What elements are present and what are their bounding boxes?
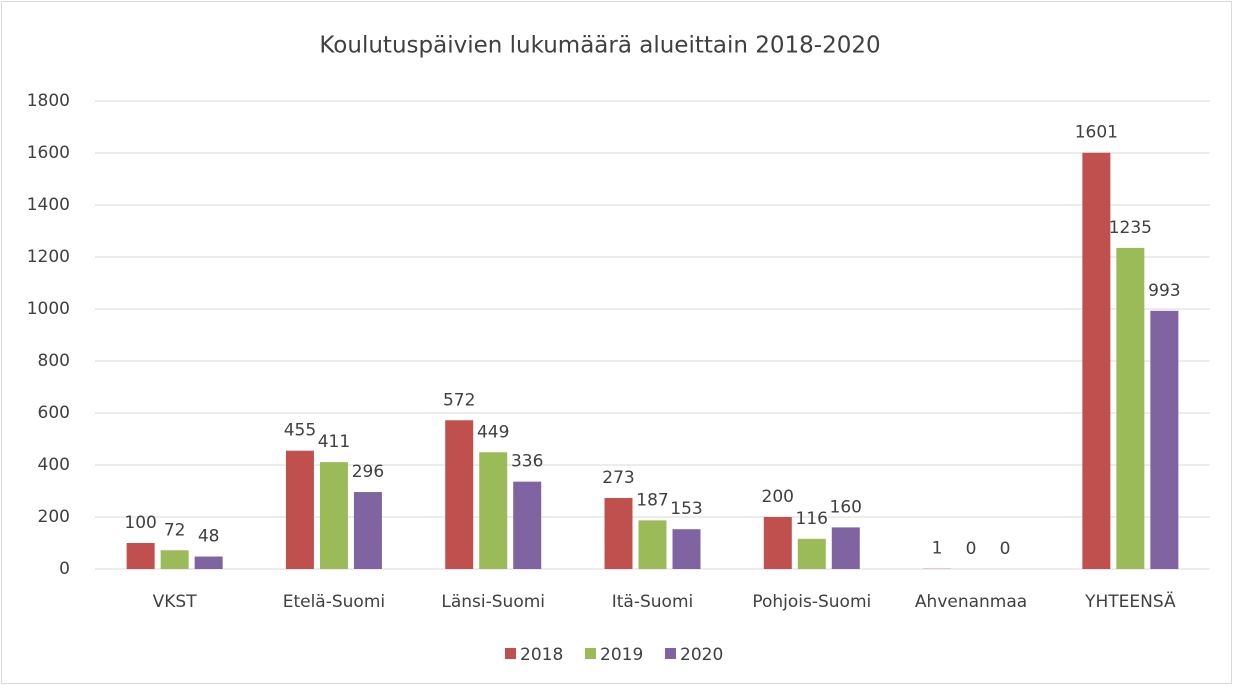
data-label: 449 [477,422,509,442]
x-tick-label: YHTEENSÄ [1084,591,1176,612]
data-label: 72 [164,520,186,540]
x-tick-label: VKST [153,592,198,612]
data-label: 993 [1148,281,1180,301]
y-tick-label: 1800 [27,91,70,111]
bar [194,556,223,569]
y-tick-label: 1600 [27,143,70,163]
bar [604,498,633,569]
bar [126,543,155,569]
data-label: 296 [352,462,384,482]
bar [353,492,382,569]
legend-swatch [665,648,676,659]
bar [513,481,542,569]
bar [638,520,667,569]
data-label: 153 [670,499,702,519]
y-tick-label: 200 [38,507,70,527]
y-tick-label: 800 [38,351,70,371]
x-tick-label: Ahvenanmaa [915,592,1027,612]
data-label: 0 [966,539,977,559]
data-label: 48 [198,527,220,547]
data-label: 455 [284,421,316,441]
legend-label: 2020 [680,645,723,665]
data-label: 336 [511,452,543,472]
chart-title: Koulutuspäivien lukumäärä alueittain 201… [319,33,880,59]
bar [479,452,508,569]
bar [797,538,826,569]
data-label: 273 [602,468,634,488]
legend-swatch [505,648,516,659]
legend-label: 2018 [520,645,563,665]
data-label: 572 [443,390,475,410]
bar [160,550,189,569]
data-label: 411 [318,432,350,452]
data-label: 100 [124,513,156,533]
data-label: 1601 [1075,123,1118,143]
y-tick-label: 1000 [27,299,70,319]
bar [763,517,792,569]
x-tick-label: Etelä-Suomi [283,592,385,612]
x-tick-label: Pohjois-Suomi [752,592,871,612]
bar [1082,152,1111,570]
data-label: 1 [932,539,943,559]
y-tick-label: 1200 [27,247,70,267]
bar [672,529,701,569]
y-tick-label: 1400 [27,195,70,215]
bar [1116,247,1145,569]
bar [445,420,474,569]
data-label: 200 [762,487,794,507]
data-label: 1235 [1109,218,1152,238]
x-tick-label: Itä-Suomi [612,592,693,612]
bar [285,450,314,569]
x-tick-label: Länsi-Suomi [441,592,545,612]
bar [1150,310,1179,569]
y-tick-label: 400 [38,455,70,475]
bar [319,462,348,569]
legend-swatch [585,648,596,659]
y-tick-label: 600 [38,403,70,423]
legend-label: 2019 [600,645,643,665]
y-tick-label: 0 [59,559,70,579]
data-label: 116 [796,509,828,529]
bar [831,527,860,569]
data-label: 0 [1000,539,1011,559]
data-label: 160 [830,497,862,517]
data-label: 187 [636,490,668,510]
